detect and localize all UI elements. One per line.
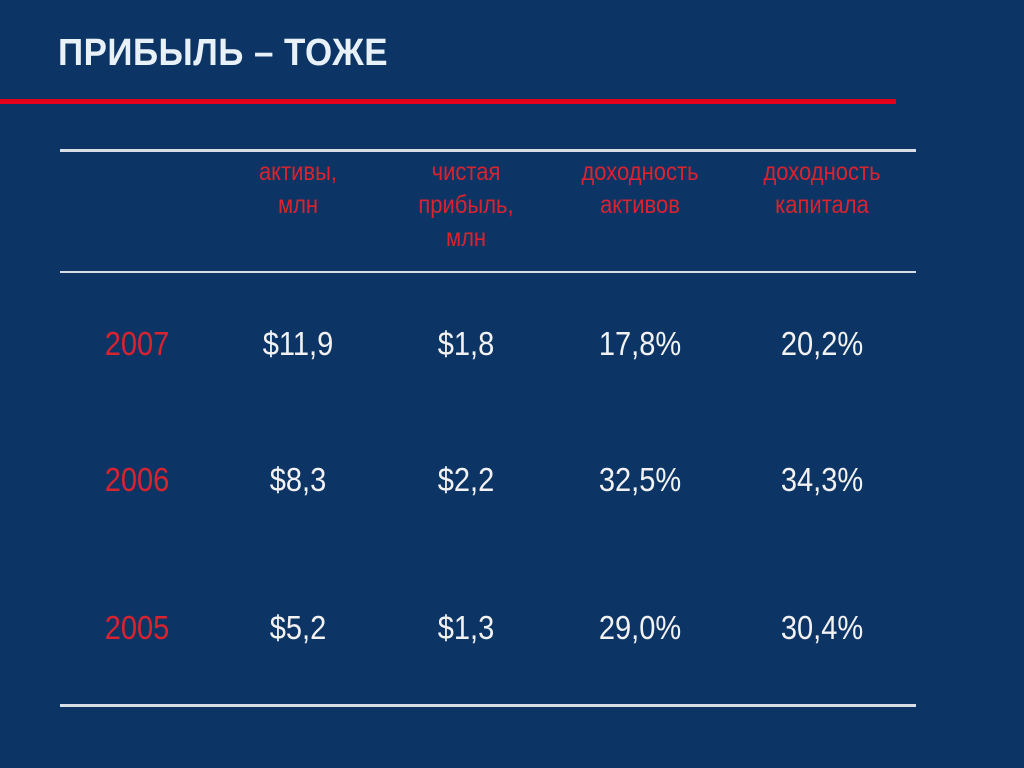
cell-return-on-equity: 30,4%: [738, 608, 905, 648]
cell-return-on-assets: 32,5%: [556, 460, 723, 500]
header-net-profit: чистая прибыль, млн: [382, 156, 549, 255]
table-top-rule: [60, 149, 916, 152]
cell-net-profit: $1,3: [382, 608, 549, 648]
cell-assets: $8,3: [214, 460, 381, 500]
cell-return-on-equity: 20,2%: [738, 324, 905, 364]
header-assets: активы, млн: [214, 156, 381, 222]
row-year: 2005: [53, 608, 220, 648]
cell-assets: $11,9: [214, 324, 381, 364]
header-return-on-assets: доходность активов: [556, 156, 723, 222]
cell-assets: $5,2: [214, 608, 381, 648]
row-year: 2007: [53, 324, 220, 364]
cell-return-on-equity: 34,3%: [738, 460, 905, 500]
cell-net-profit: $1,8: [382, 324, 549, 364]
cell-return-on-assets: 29,0%: [556, 608, 723, 648]
table-bottom-rule: [60, 704, 916, 707]
cell-return-on-assets: 17,8%: [556, 324, 723, 364]
header-return-on-equity: доходность капитала: [738, 156, 905, 222]
table-header-rule: [60, 271, 916, 273]
cell-net-profit: $2,2: [382, 460, 549, 500]
title-underline: [0, 99, 896, 104]
slide-title: ПРИБЫЛЬ – ТОЖЕ: [58, 32, 388, 75]
row-year: 2006: [53, 460, 220, 500]
